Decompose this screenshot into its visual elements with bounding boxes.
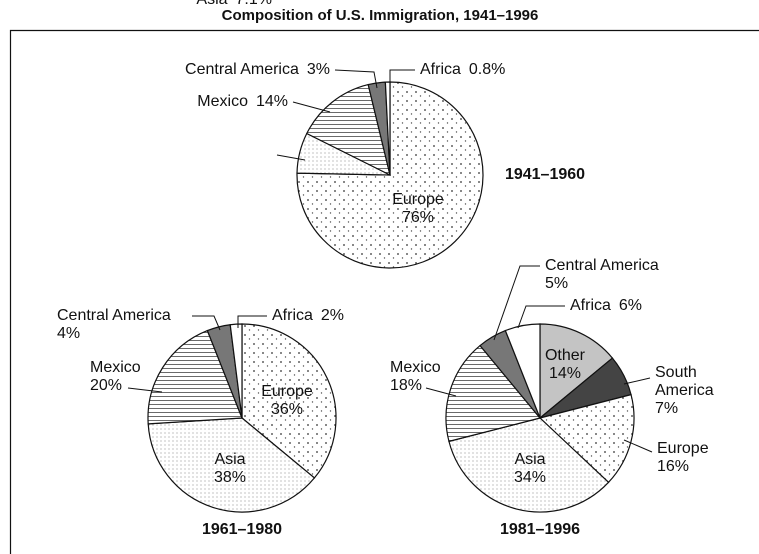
category-label: Central America <box>545 257 659 274</box>
category-label: Europe <box>261 383 313 400</box>
category-label: Mexico <box>90 359 141 376</box>
leader-line <box>192 315 221 331</box>
pie-slice <box>296 81 484 269</box>
pie-title: 1961–1980 <box>202 521 282 538</box>
value-label: 38% <box>214 469 246 486</box>
slice-label: Central America 3% <box>185 61 330 78</box>
slice-label: Asia 7.1% <box>196 0 272 8</box>
value-label: 14% <box>549 365 581 382</box>
pie-slice <box>538 393 635 484</box>
category-label: Asia <box>214 451 245 468</box>
pie-slice <box>445 344 542 443</box>
value-label: 18% <box>390 377 422 394</box>
value-label: 5% <box>545 275 568 292</box>
leader-line <box>276 154 306 161</box>
category-label: Africa <box>570 297 611 314</box>
slice-label: Africa 6% <box>570 297 642 314</box>
leader-line <box>425 387 457 397</box>
value-label: 4% <box>57 325 80 342</box>
leader-line <box>292 101 331 113</box>
frame <box>9 29 759 554</box>
category-label: Europe <box>657 440 709 457</box>
value-label: 3% <box>307 61 330 78</box>
leader-line <box>127 387 163 393</box>
value-label: 36% <box>271 401 303 418</box>
value-label: 6% <box>619 297 642 314</box>
pie-slice <box>504 323 541 419</box>
category-label: Mexico <box>197 93 248 110</box>
leader-line <box>237 315 267 328</box>
value-label: 14% <box>256 93 288 110</box>
pie-slice <box>448 417 610 513</box>
category-label: Asia <box>196 0 227 8</box>
leader-line <box>334 69 378 89</box>
pie-slice <box>241 323 337 479</box>
category-label: Other <box>545 347 586 364</box>
leader-line <box>493 265 540 341</box>
leader-line <box>623 439 653 453</box>
leader-line <box>517 305 565 329</box>
value-label: 0.8% <box>469 61 505 78</box>
pie-slice <box>539 323 614 420</box>
slice-label: Africa 0.8% <box>420 61 505 78</box>
pie-title: 1981–1996 <box>500 521 580 538</box>
category-label: South America <box>655 364 714 399</box>
pie-slice <box>305 83 391 177</box>
value-label: 20% <box>90 377 122 394</box>
slice-label: Mexico 14% <box>197 93 288 110</box>
category-label: Africa <box>420 61 461 78</box>
leader-line <box>389 69 415 82</box>
pie-title: 1941–1960 <box>505 166 585 183</box>
value-label: 34% <box>514 469 546 486</box>
value-label: 16% <box>657 458 689 475</box>
pie-slice <box>147 329 243 425</box>
category-label: Mexico <box>390 359 441 376</box>
category-label: Europe <box>392 191 444 208</box>
category-label: Asia <box>514 451 545 468</box>
value-label: 2% <box>321 307 344 324</box>
value-label: 7.1% <box>236 0 272 8</box>
pie-slice <box>229 323 243 419</box>
category-label: Central America <box>57 307 171 324</box>
value-label: 76% <box>402 209 434 226</box>
category-label: Central America <box>185 61 299 78</box>
slice-label: Africa 2% <box>272 307 344 324</box>
category-label: Africa <box>272 307 313 324</box>
pie-slice <box>147 417 316 513</box>
page-title: Composition of U.S. Immigration, 1941–19… <box>222 7 539 24</box>
value-label: 7% <box>655 400 678 417</box>
leader-line <box>623 377 651 385</box>
